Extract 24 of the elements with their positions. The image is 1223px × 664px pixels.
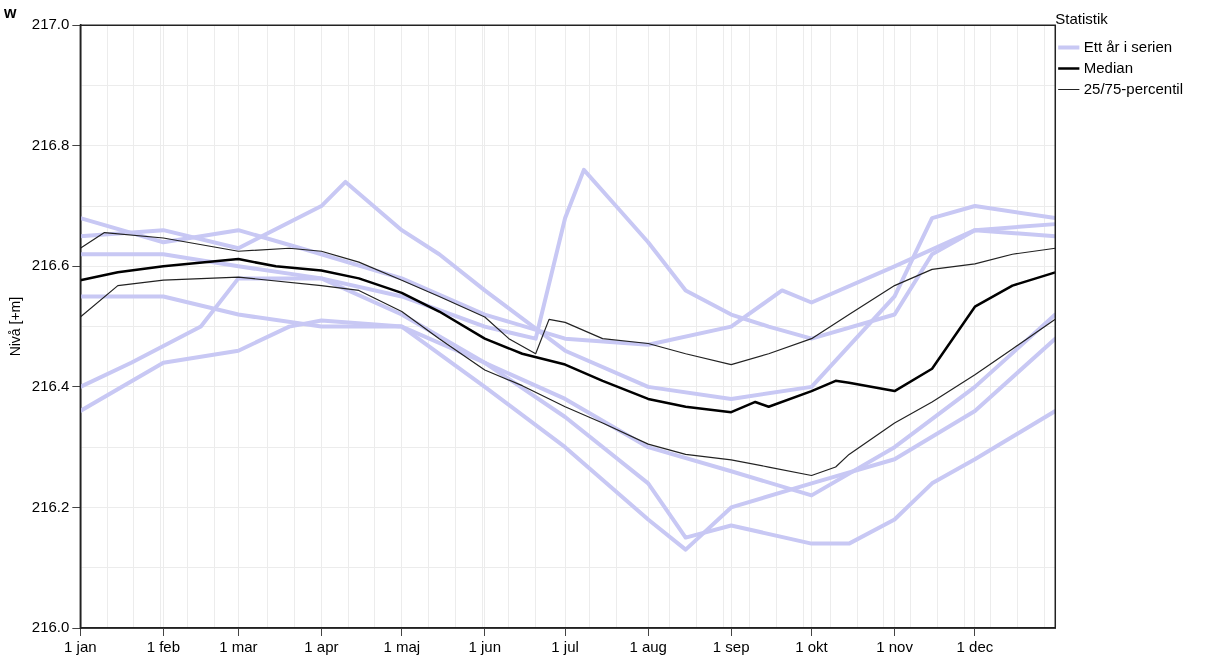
x-tick-label: 1 dec: [956, 638, 994, 656]
x-tick-label: 1 feb: [146, 638, 181, 656]
x-tick-label: 1 nov: [876, 638, 914, 656]
x-tick-label: 1 jan: [64, 638, 97, 656]
y-tick-label: 216.2: [31, 497, 70, 515]
x-tick-label: 1 jul: [551, 638, 579, 656]
y-axis-title: Nivå [+m]: [7, 296, 24, 357]
y-tick-label: 216.4: [31, 377, 70, 395]
x-tick-label: 1 apr: [304, 638, 339, 656]
x-tick-label: 1 sep: [712, 638, 750, 656]
x-tick-label: 1 okt: [795, 638, 829, 656]
legend-label: Ett år i serien: [1083, 37, 1173, 55]
x-tick-label: 1 aug: [629, 638, 667, 656]
y-tick-label: 216.6: [31, 256, 70, 274]
x-tick-label: 1 maj: [383, 638, 421, 656]
y-tick-label: 216.8: [31, 135, 70, 153]
legend-label: 25/75-percentil: [1083, 79, 1184, 97]
x-tick-label: 1 jun: [468, 638, 502, 656]
legend-label: Median: [1083, 58, 1133, 76]
legend-title: Statistik: [1055, 9, 1109, 27]
y-tick-label: 216.0: [31, 618, 70, 636]
x-tick-label: 1 mar: [219, 638, 258, 656]
y-tick-label: 217.0: [31, 15, 70, 33]
chart-title: w: [3, 4, 17, 22]
